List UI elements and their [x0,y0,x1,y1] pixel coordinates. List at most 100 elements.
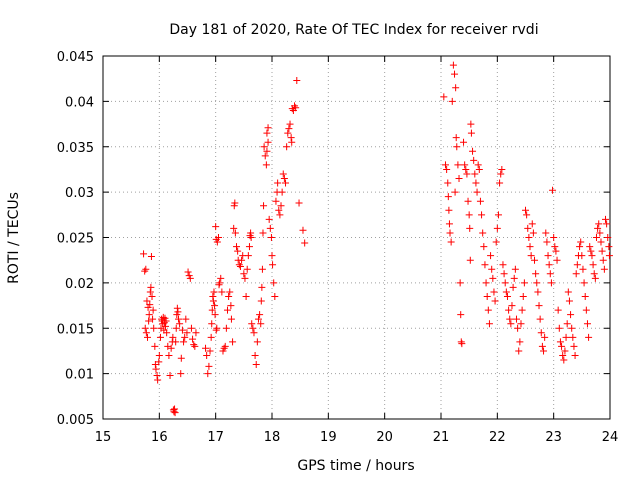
data-point [189,335,197,343]
data-point [592,234,600,241]
data-point [579,265,587,273]
data-point [240,270,248,278]
data-point [505,306,513,314]
data-point [462,165,470,173]
data-point [263,129,271,137]
data-point [145,317,153,325]
data-point [172,338,180,346]
data-point [213,324,221,332]
data-point [605,252,613,260]
data-point [559,351,567,359]
data-points [140,61,613,417]
data-point [519,292,527,300]
data-point [443,165,451,173]
data-point [209,292,217,300]
y-tick-label: 0.045 [57,50,94,65]
data-point [525,234,533,241]
data-point [518,306,526,314]
y-tick-label: 0.02 [65,277,94,292]
data-point [174,315,182,323]
data-point [446,229,454,237]
data-point [449,61,457,69]
data-point [291,102,299,110]
x-tick-label: 22 [489,430,506,445]
data-point [463,170,471,178]
x-tick-label: 21 [433,430,450,445]
data-point [603,220,611,228]
data-point [264,138,272,146]
data-point [554,306,562,314]
data-point [531,256,539,264]
data-point [537,329,545,337]
y-tick-label: 0.01 [65,368,94,383]
data-point [222,324,230,332]
data-point [578,252,586,260]
data-point [451,188,459,196]
data-point [171,409,179,417]
data-point [552,247,560,255]
data-point [465,211,473,219]
data-point [202,344,210,352]
data-point [284,129,292,137]
data-point [524,224,532,232]
data-point [238,256,246,264]
data-point [547,279,555,287]
y-tick-label: 0.035 [57,141,94,156]
data-point [520,279,528,287]
data-point [148,292,156,300]
data-point [591,274,599,282]
data-point [596,229,604,237]
data-point [250,329,258,337]
data-point [479,229,487,237]
data-point [256,311,264,319]
data-point [183,329,191,337]
data-point [466,256,474,264]
data-point [212,223,220,231]
data-point [231,229,239,237]
data-point [262,161,270,169]
data-point [152,365,160,373]
x-tick-label: 16 [151,430,168,445]
data-point [268,252,276,260]
data-point [220,344,228,352]
x-tick-label: 23 [545,430,562,445]
data-point [217,274,225,282]
data-point [295,199,303,207]
data-point [492,238,500,246]
data-point [184,268,192,276]
data-point [301,239,309,247]
data-point [190,341,198,349]
data-point [180,338,188,346]
data-point [457,311,465,319]
data-point [207,333,215,341]
data-point [146,301,154,309]
data-point [164,342,172,350]
data-point [501,279,509,287]
data-point [599,256,607,264]
data-point [484,306,492,314]
data-point [604,234,612,241]
data-point [203,351,211,359]
data-point [186,274,194,282]
data-point [266,224,274,232]
data-point [516,338,524,346]
data-point [540,347,548,355]
data-point [546,270,554,278]
data-point [502,288,510,296]
data-point [140,250,148,258]
data-point [248,320,256,328]
data-point [508,302,516,310]
data-point [211,302,219,310]
data-point [541,333,549,341]
data-point [206,347,214,355]
data-point [442,161,450,169]
data-point [154,376,162,384]
data-point [279,170,287,178]
data-point [588,252,596,260]
data-point [528,220,536,228]
data-point [478,211,486,219]
data-point [582,306,590,314]
data-point [208,320,216,328]
data-point [144,333,152,341]
chart-grid [103,56,610,419]
